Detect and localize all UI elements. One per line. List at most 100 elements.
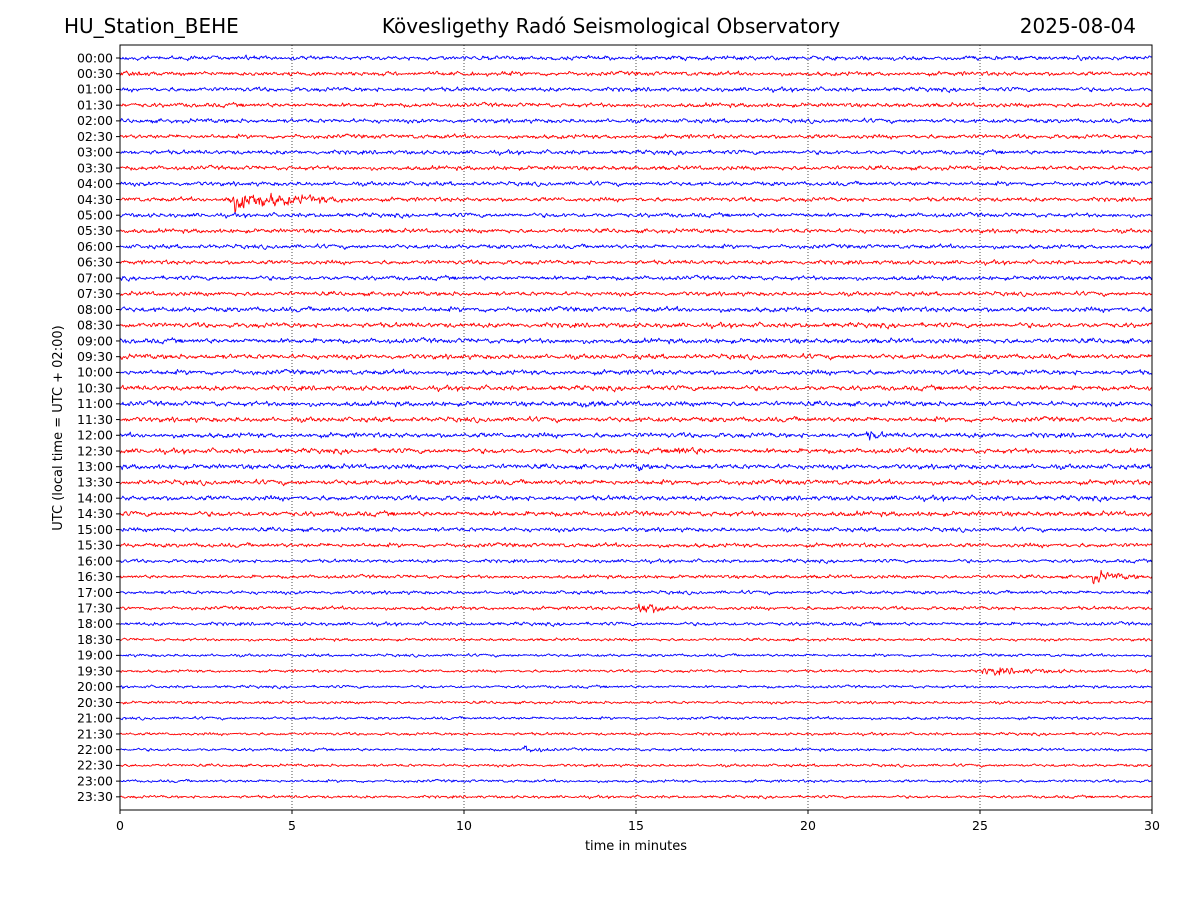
station-name: HU_Station_BEHE: [64, 14, 239, 38]
y-tick-label: 01:00: [77, 82, 113, 97]
trace-0230: [119, 133, 1153, 140]
y-tick-label: 07:30: [77, 286, 113, 301]
y-tick-label: 08:30: [77, 318, 113, 333]
trace-2030: [119, 700, 1153, 705]
y-tick-label: 03:30: [77, 160, 113, 175]
trace-1930: [119, 667, 1153, 676]
trace-2000: [119, 684, 1153, 690]
trace-0430: [119, 192, 1153, 214]
trace-1900: [119, 653, 1153, 658]
y-tick-label: 18:30: [77, 632, 113, 647]
trace-1130: [119, 415, 1153, 424]
x-tick-label: 15: [628, 818, 644, 833]
y-tick-label: 15:30: [77, 538, 113, 553]
x-tick-label: 5: [288, 818, 296, 833]
trace-2100: [119, 715, 1153, 721]
x-tick-label: 10: [456, 818, 472, 833]
trace-2200: [119, 745, 1153, 753]
y-tick-label: 20:30: [77, 695, 113, 710]
y-tick-label: 11:30: [77, 412, 113, 427]
trace-1230: [119, 446, 1153, 456]
trace-1530: [119, 542, 1153, 549]
trace-0900: [119, 337, 1153, 345]
y-tick-label: 22:00: [77, 742, 113, 757]
trace-1600: [119, 558, 1153, 565]
y-tick-label: 11:00: [77, 396, 113, 411]
trace-1700: [119, 589, 1153, 596]
y-tick-label: 19:00: [77, 648, 113, 663]
y-tick-label: 05:00: [77, 208, 113, 223]
y-tick-label: 23:30: [77, 789, 113, 804]
trace-0700: [119, 274, 1153, 282]
trace-1830: [119, 637, 1153, 642]
y-tick-label: 07:00: [77, 270, 113, 285]
y-tick-label: 15:00: [77, 522, 113, 537]
trace-2300: [119, 778, 1153, 784]
trace-0530: [119, 227, 1153, 235]
trace-1030: [119, 384, 1153, 393]
y-tick-label: 04:30: [77, 192, 113, 207]
record-date: 2025-08-04: [1019, 14, 1136, 38]
trace-1000: [119, 368, 1153, 376]
y-tick-label: 02:00: [77, 113, 113, 128]
y-tick-label: 19:30: [77, 663, 113, 678]
y-tick-label: 06:00: [77, 239, 113, 254]
trace-0030: [119, 70, 1153, 77]
trace-1200: [119, 431, 1153, 441]
trace-1500: [119, 526, 1153, 533]
y-tick-label: 14:00: [77, 490, 113, 505]
y-tick-label: 13:30: [77, 475, 113, 490]
trace-2230: [119, 763, 1153, 768]
y-tick-label: 16:00: [77, 553, 113, 568]
y-tick-label: 00:00: [77, 50, 113, 65]
trace-0930: [119, 352, 1153, 361]
y-tick-label: 17:00: [77, 585, 113, 600]
trace-1730: [119, 603, 1153, 614]
trace-1430: [119, 509, 1153, 518]
y-tick-label: 10:30: [77, 380, 113, 395]
trace-0330: [119, 164, 1153, 172]
x-tick-label: 30: [1144, 818, 1160, 833]
x-tick-label: 25: [972, 818, 988, 833]
y-tick-label: 04:00: [77, 176, 113, 191]
trace-1800: [119, 620, 1153, 628]
x-tick-label: 0: [116, 818, 124, 833]
y-axis-label: UTC (local time = UTC + 02:00): [51, 325, 66, 530]
trace-0500: [119, 211, 1153, 219]
y-tick-label: 06:30: [77, 255, 113, 270]
page-title: Kövesligethy Radó Seismological Observat…: [381, 14, 841, 38]
trace-0300: [119, 149, 1153, 156]
y-tick-label: 12:00: [77, 428, 113, 443]
trace-2130: [119, 731, 1153, 737]
trace-1400: [119, 494, 1153, 503]
trace-0400: [119, 180, 1153, 188]
y-tick-label: 16:30: [77, 569, 113, 584]
x-tick-label: 20: [800, 818, 816, 833]
trace-0830: [119, 321, 1153, 330]
y-tick-label: 03:00: [77, 145, 113, 160]
trace-0730: [119, 290, 1153, 298]
trace-0600: [119, 243, 1153, 250]
y-tick-label: 00:30: [77, 66, 113, 81]
y-tick-label: 14:30: [77, 506, 113, 521]
trace-0200: [119, 117, 1153, 125]
y-tick-label: 21:00: [77, 711, 113, 726]
trace-2330: [119, 794, 1153, 800]
y-tick-label: 20:00: [77, 679, 113, 694]
trace-1100: [119, 399, 1153, 408]
trace-1630: [119, 569, 1153, 585]
y-tick-label: 12:30: [77, 443, 113, 458]
trace-0800: [119, 305, 1153, 314]
y-tick-label: 09:30: [77, 349, 113, 364]
x-axis-label: time in minutes: [585, 839, 687, 854]
y-tick-label: 13:00: [77, 459, 113, 474]
y-tick-label: 02:30: [77, 129, 113, 144]
y-tick-label: 10:00: [77, 365, 113, 380]
y-tick-label: 09:00: [77, 333, 113, 348]
y-tick-label: 05:30: [77, 223, 113, 238]
plot-area: [120, 45, 1152, 810]
trace-0630: [119, 259, 1153, 266]
trace-1330: [119, 478, 1153, 487]
trace-1300: [119, 463, 1153, 472]
